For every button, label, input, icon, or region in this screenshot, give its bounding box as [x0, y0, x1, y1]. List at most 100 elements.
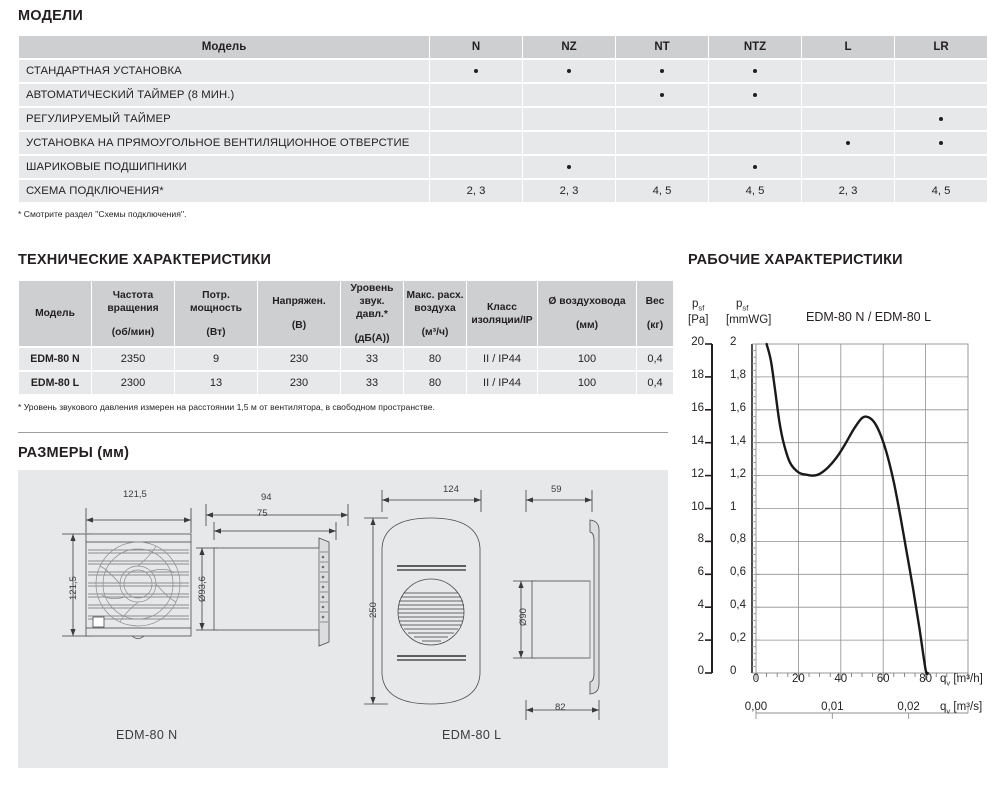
dim-n-width: 121,5: [123, 489, 147, 500]
models-cell: [895, 84, 987, 106]
tech-specs-section: ТЕХНИЧЕСКИЕ ХАРАКТЕРИСТИКИ Модель Частота…: [18, 252, 673, 413]
tech-cell: 0,4: [637, 372, 673, 394]
tech-cell: 9: [175, 348, 257, 370]
models-cell: [802, 60, 894, 82]
tech-cell: 0,4: [637, 348, 673, 370]
y-axis-primary-tick: 20: [691, 336, 704, 348]
drawing-edm80l-side: [513, 490, 600, 720]
y-axis-secondary-tick: 1,6: [730, 401, 746, 414]
tech-cell: 230: [258, 348, 340, 370]
performance-chart: psf [Pa] psf [mmWG] EDM-80 N / EDM-80 L: [688, 268, 988, 728]
y-axis-primary-unit: [Pa]: [688, 314, 709, 326]
bullet-icon: [660, 69, 664, 74]
models-cell: 4, 5: [895, 180, 987, 202]
x-axis-secondary-name: qv [m³/s]: [940, 701, 983, 716]
y-axis-primary-tick: 0: [697, 665, 704, 677]
models-row-label: РЕГУЛИРУЕМЫЙ ТАЙМЕР: [19, 108, 429, 130]
x-axis-secondary-tick: 0,01: [821, 701, 844, 713]
y-axis-secondary-tick: 1,2: [730, 467, 746, 480]
tech-col-header: Частота вращения (об/мин): [92, 281, 174, 346]
tech-cell: EDM-80 L: [19, 372, 91, 394]
models-row-label: СХЕМА ПОДКЛЮЧЕНИЯ*: [19, 180, 429, 202]
table-row: СТАНДАРТНАЯ УСТАНОВКА: [19, 60, 987, 82]
models-cell: [802, 84, 894, 106]
models-row-label: СТАНДАРТНАЯ УСТАНОВКА: [19, 60, 429, 82]
tech-col-header: Уровень звук. давл.* (дБ(А)): [341, 281, 403, 346]
table-row: EDM-80 L 2300 13 230 33 80 II / IP44 100 0,4: [19, 372, 673, 394]
y-axis-secondary-tick: 1,8: [730, 368, 746, 381]
dim-l-duct-diameter: Ø90: [518, 608, 529, 626]
y-axis-secondary-tick: 0,4: [730, 599, 746, 612]
tech-cell: 33: [341, 372, 403, 394]
tech-cell: EDM-80 N: [19, 348, 91, 370]
models-cell: [616, 156, 708, 178]
models-cell: [616, 132, 708, 154]
table-row: РЕГУЛИРУЕМЫЙ ТАЙМЕР: [19, 108, 987, 130]
models-cell: [523, 108, 615, 130]
models-section: МОДЕЛИ Модель N NZ NT NTZ L LR СТАНДАРТН…: [18, 8, 987, 219]
tech-header-row: Модель Частота вращения (об/мин) Потр. мощн…: [19, 281, 673, 346]
y-axis-secondary-tick: 0,6: [730, 566, 746, 579]
models-cell: [616, 84, 708, 106]
table-row: ШАРИКОВЫЕ ПОДШИПНИКИ: [19, 156, 987, 178]
table-row: АВТОМАТИЧЕСКИЙ ТАЙМЕР (8 МИН.): [19, 84, 987, 106]
models-row-label: АВТОМАТИЧЕСКИЙ ТАЙМЕР (8 МИН.): [19, 84, 429, 106]
y-axis-secondary-tick: 0: [730, 665, 737, 677]
tech-col-header: Потр. мощность (Вт): [175, 281, 257, 346]
models-cell: [523, 60, 615, 82]
y-axis-primary-tick: 14: [691, 434, 704, 447]
drawing-edm80n-side: [196, 504, 349, 647]
bullet-icon: [567, 165, 571, 170]
drawing-edm80n-front: [62, 508, 192, 639]
y-axis-primary-tick: 16: [691, 401, 704, 414]
drawing-caption-edm80n: EDM-80 N: [116, 728, 178, 742]
bullet-icon: [567, 69, 571, 74]
dim-n-height: 121,5: [68, 576, 79, 600]
bullet-icon: [753, 69, 757, 74]
models-table: Модель N NZ NT NTZ L LR СТАНДАРТНАЯ УСТА…: [18, 34, 988, 204]
y-axis-secondary-tick: 1: [730, 500, 737, 513]
models-cell: 4, 5: [616, 180, 708, 202]
models-cell: [802, 108, 894, 130]
models-col-header: LR: [895, 36, 987, 58]
table-row: УСТАНОВКА НА ПРЯМОУГОЛЬНОЕ ВЕНТИЛЯЦИОННО…: [19, 132, 987, 154]
bullet-icon: [846, 141, 850, 146]
models-cell: [895, 108, 987, 130]
y-axis-secondary-tick: 0,8: [730, 533, 746, 546]
models-cell: 2, 3: [430, 180, 522, 202]
y-axis-secondary-tick: 0,2: [730, 632, 746, 645]
tech-col-header: Вес (кг): [637, 281, 673, 346]
tech-cell: II / IP44: [467, 348, 537, 370]
y-axis-primary-tick: 12: [691, 467, 704, 480]
models-cell: [430, 156, 522, 178]
tech-cell: 2350: [92, 348, 174, 370]
y-axis-primary-tick: 2: [697, 632, 704, 645]
models-row-label: ШАРИКОВЫЕ ПОДШИПНИКИ: [19, 156, 429, 178]
dim-l-depth-total: 82: [555, 702, 566, 713]
models-cell: [523, 84, 615, 106]
models-cell: [895, 60, 987, 82]
models-section-title: МОДЕЛИ: [18, 8, 83, 24]
models-cell: [802, 156, 894, 178]
chart-plot: [705, 342, 969, 719]
dim-n-depth-total: 94: [261, 492, 272, 503]
models-cell: [802, 132, 894, 154]
bullet-icon: [753, 165, 757, 170]
tech-col-header: Макс. расх. воздуха (м³/ч): [404, 281, 466, 346]
x-axis-primary-tick: 60: [876, 673, 890, 685]
tech-col-header: Напряжен. (В): [258, 281, 340, 346]
tech-cell: 100: [538, 348, 636, 370]
models-col-header: NT: [616, 36, 708, 58]
tech-cell: 13: [175, 372, 257, 394]
models-col-header: N: [430, 36, 522, 58]
y-axis-secondary-name: psf: [736, 298, 749, 313]
tech-specs-table: Модель Частота вращения (об/мин) Потр. мощн…: [18, 279, 674, 396]
x-axis-primary-tick: 0: [752, 673, 760, 685]
tech-cell: 230: [258, 372, 340, 394]
bullet-icon: [474, 69, 478, 74]
models-cell: [523, 156, 615, 178]
models-cell: [895, 132, 987, 154]
tech-cell: 80: [404, 348, 466, 370]
tech-specs-note: * Уровень звукового давления измерен на …: [18, 402, 435, 412]
tech-cell: II / IP44: [467, 372, 537, 394]
